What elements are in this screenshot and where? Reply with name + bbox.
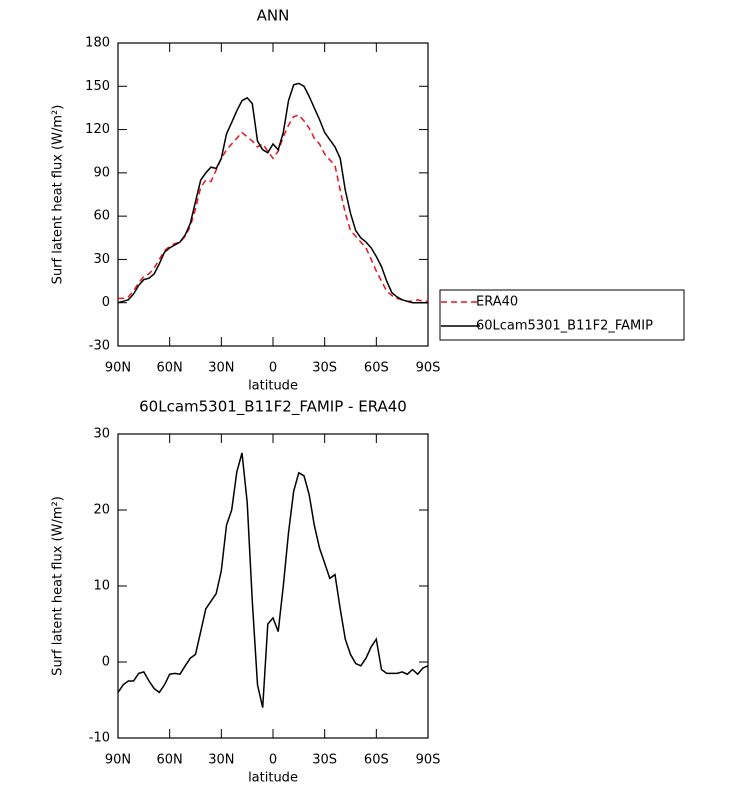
x-axis-label: latitude [248,771,298,786]
x-tick-label: 60N [157,753,183,768]
x-tick-label: 0 [269,361,277,376]
x-tick-label: 30S [312,753,337,768]
x-axis-label: latitude [248,379,298,394]
x-tick-label: 90N [105,753,131,768]
plot-frame [117,42,429,347]
x-tick-label: 30N [208,361,234,376]
x-tick-label: 90N [105,361,131,376]
x-tick-label: 30S [312,361,337,376]
chart-title: 60Lcam5301_B11F2_FAMIP - ERA40 [139,398,407,417]
legend-label: 60Lcam5301_B11F2_FAMIP [476,319,653,334]
y-tick-label: 0 [102,295,110,310]
y-tick-label: 20 [93,503,110,518]
chart-title: ANN [257,7,290,25]
x-tick-label: 60S [364,361,389,376]
y-tick-label: 180 [85,36,110,51]
x-tick-label: 0 [269,753,277,768]
x-tick-label: 30N [208,753,234,768]
y-axis-label: Surf latent heat flux (W/m²) [51,105,66,285]
series-line [117,452,429,708]
legend-box [439,289,685,341]
y-tick-label: -10 [89,731,110,746]
y-tick-label: 90 [93,165,110,180]
x-tick-label: 90S [416,361,441,376]
y-tick-label: 30 [93,252,110,267]
y-tick-label: 120 [85,122,110,137]
y-tick-label: 150 [85,79,110,94]
y-tick-label: -30 [89,339,110,354]
x-tick-label: 60S [364,753,389,768]
x-tick-label: 90S [416,753,441,768]
y-tick-label: 60 [93,209,110,224]
y-tick-label: 0 [102,655,110,670]
plot-frame [117,433,429,739]
series-line [117,82,428,304]
y-tick-label: 30 [93,427,110,442]
legend-label: ERA40 [476,295,518,310]
series-line [118,114,428,303]
x-tick-label: 60N [157,361,183,376]
y-axis-label: Surf latent heat flux (W/m²) [51,496,66,676]
y-tick-label: 10 [93,579,110,594]
